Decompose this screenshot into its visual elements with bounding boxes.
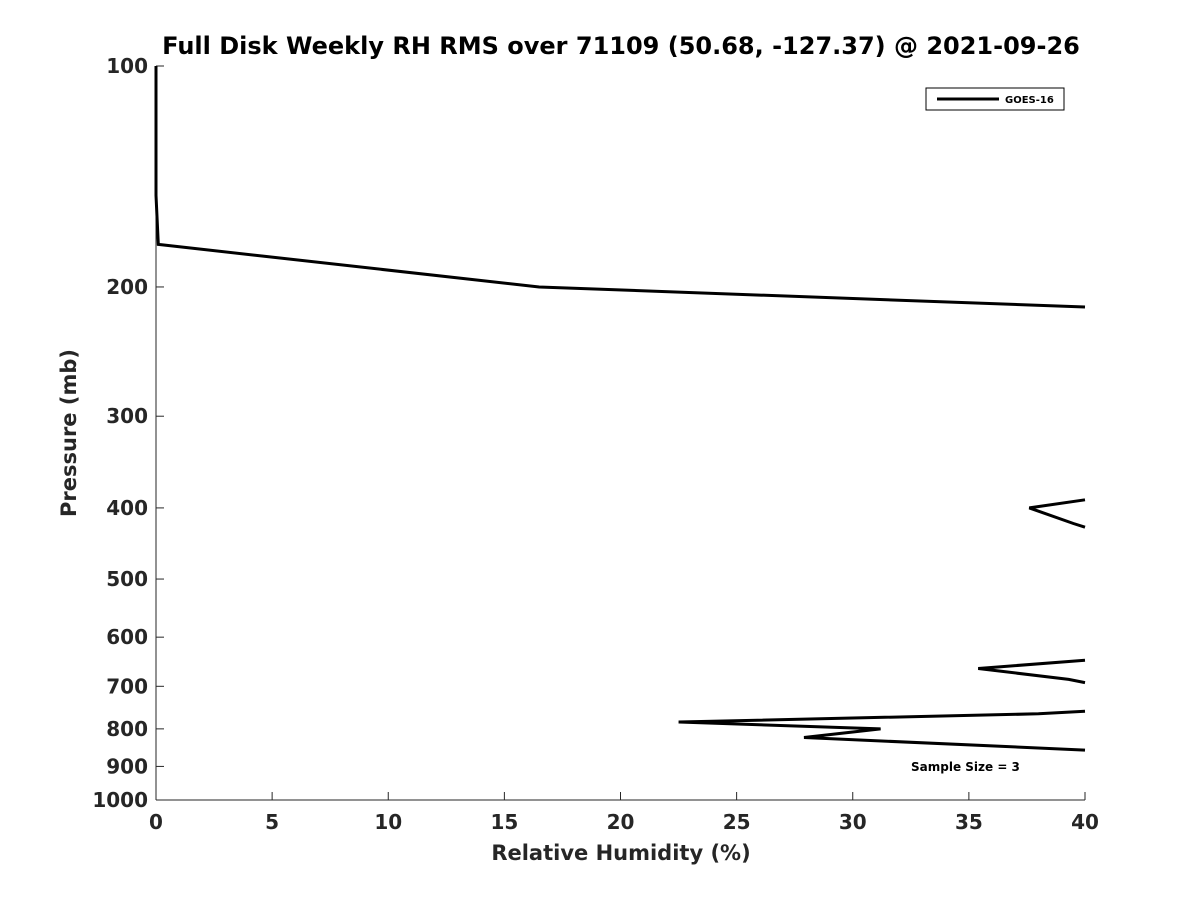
x-tick-label: 10: [374, 810, 402, 834]
y-tick-label: 300: [106, 404, 148, 428]
y-tick-label: 600: [106, 625, 148, 649]
y-tick-label: 500: [106, 567, 148, 591]
legend-label-goes16: GOES-16: [1005, 95, 1054, 106]
series-line-goes16: [154, 66, 1086, 752]
y-tick-label: 900: [106, 754, 148, 778]
y-axis-label: Pressure (mb): [57, 349, 81, 517]
legend: GOES-16: [925, 87, 1065, 111]
axes: [155, 66, 1085, 801]
y-tick-label: 800: [106, 717, 148, 741]
series-layer: [154, 66, 1086, 752]
x-tick-label: 20: [607, 810, 635, 834]
x-axis-label: Relative Humidity (%): [491, 841, 750, 865]
y-tick-label: 1000: [92, 788, 148, 812]
x-tick-label: 40: [1071, 810, 1099, 834]
sample-size-annotation: Sample Size = 3: [911, 760, 1020, 774]
x-tick-label: 5: [265, 810, 279, 834]
chart-title: Full Disk Weekly RH RMS over 71109 (50.6…: [162, 32, 1080, 60]
x-tick-label: 25: [723, 810, 751, 834]
x-tick-label: 0: [149, 810, 163, 834]
y-tick-label: 200: [106, 275, 148, 299]
y-tick-label: 400: [106, 496, 148, 520]
y-tick-label: 100: [106, 54, 148, 78]
y-tick-label: 700: [106, 674, 148, 698]
x-tick-label: 35: [955, 810, 983, 834]
x-tick-label: 15: [490, 810, 518, 834]
x-tick-label: 30: [839, 810, 867, 834]
ticks: 0 5 10 15 20 25 30 35 40 100 200 300 400 500 600 700 800…: [92, 54, 1099, 834]
